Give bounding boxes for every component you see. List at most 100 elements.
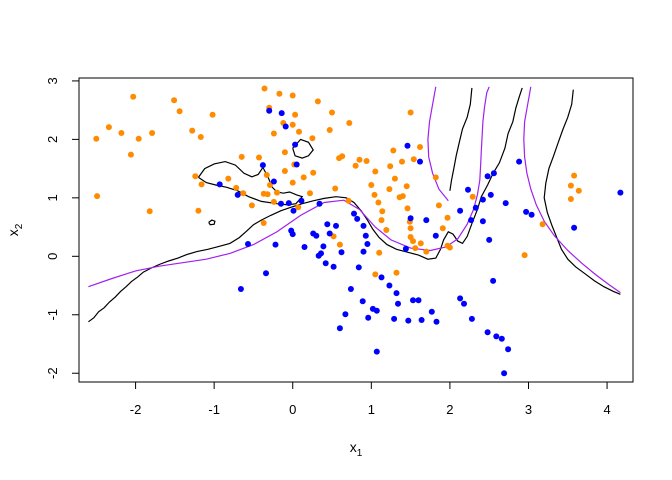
data-point: [300, 174, 307, 181]
data-point: [332, 185, 339, 192]
data-point: [528, 211, 535, 218]
data-point: [468, 217, 475, 224]
y-axis: -2 -1 0 1 2 3: [45, 77, 80, 379]
data-point: [267, 182, 273, 188]
data-point: [292, 141, 299, 148]
data-point: [399, 193, 406, 200]
data-point: [261, 85, 268, 92]
data-point: [386, 186, 393, 193]
data-point: [365, 314, 372, 321]
boundary-curve: [292, 138, 314, 159]
data-point: [346, 120, 353, 126]
data-point: [282, 123, 289, 130]
boundary-curve: [208, 219, 216, 226]
data-point: [571, 224, 578, 231]
data-point: [433, 318, 440, 325]
data-point: [391, 175, 398, 182]
data-point: [415, 297, 422, 304]
x-axis: -2 -1 0 1 2 3 4: [130, 381, 611, 417]
data-point: [276, 90, 283, 97]
boundary-curve: [197, 160, 304, 206]
data-point: [393, 269, 400, 276]
data-point: [407, 109, 414, 116]
data-point: [192, 173, 199, 180]
data-point: [118, 130, 125, 136]
data-point: [575, 187, 582, 194]
data-point: [402, 245, 409, 252]
data-point: [176, 108, 183, 115]
data-point: [263, 270, 269, 277]
data-point: [295, 204, 302, 211]
y-tick-label: 2: [45, 136, 60, 143]
data-point: [245, 241, 251, 247]
boundary-curve: [523, 86, 621, 294]
data-point: [439, 225, 446, 232]
data-points: [93, 85, 624, 377]
data-point: [315, 252, 322, 259]
y-tick-label: 0: [45, 253, 60, 260]
boundary-curve: [543, 89, 621, 295]
data-point: [289, 121, 296, 128]
data-point: [521, 252, 528, 259]
data-point: [469, 193, 476, 200]
data-point: [270, 198, 277, 205]
data-point: [93, 135, 100, 142]
data-point: [259, 162, 266, 169]
data-point: [324, 221, 331, 228]
data-point: [539, 221, 546, 228]
data-point: [472, 204, 479, 211]
data-point: [360, 222, 367, 229]
data-point: [266, 107, 273, 114]
data-point: [290, 207, 297, 214]
data-point: [274, 189, 280, 196]
data-point: [399, 158, 405, 165]
data-point: [289, 92, 296, 99]
data-point: [371, 191, 378, 198]
data-point: [330, 263, 337, 270]
data-point: [263, 172, 270, 178]
data-point: [293, 161, 300, 168]
data-point: [352, 162, 359, 169]
data-point: [260, 220, 267, 226]
data-point: [418, 317, 425, 323]
data-point: [233, 184, 240, 191]
data-point: [432, 232, 439, 239]
data-point: [407, 215, 414, 222]
data-point: [278, 110, 285, 117]
data-point: [617, 189, 624, 196]
boundary-curve: [449, 87, 473, 191]
data-point: [362, 232, 369, 239]
data-point: [479, 218, 486, 225]
data-point: [457, 207, 464, 214]
data-point: [417, 240, 424, 247]
y-tick-label: 3: [45, 77, 60, 84]
data-point: [314, 98, 321, 105]
data-point: [351, 210, 357, 217]
x-axis-title: x1: [350, 439, 363, 459]
data-point: [484, 329, 491, 336]
data-point: [189, 127, 196, 134]
data-point: [338, 249, 345, 256]
data-point: [127, 151, 134, 158]
data-point: [502, 200, 509, 207]
data-point: [94, 193, 101, 200]
data-point: [322, 260, 329, 267]
data-point: [372, 271, 379, 278]
data-point: [490, 277, 497, 284]
x-tick-label: -2: [130, 402, 142, 417]
data-point: [417, 158, 423, 165]
data-point: [364, 241, 371, 247]
data-point: [309, 135, 316, 142]
data-point: [333, 222, 339, 229]
data-point: [486, 236, 493, 243]
data-point: [567, 182, 574, 189]
y-tick-label: -1: [45, 309, 60, 321]
data-point: [256, 154, 262, 161]
data-point: [135, 135, 142, 142]
data-point: [336, 241, 343, 248]
data-point: [393, 290, 400, 297]
data-point: [432, 174, 439, 181]
data-point: [329, 109, 335, 116]
data-point: [387, 163, 394, 170]
